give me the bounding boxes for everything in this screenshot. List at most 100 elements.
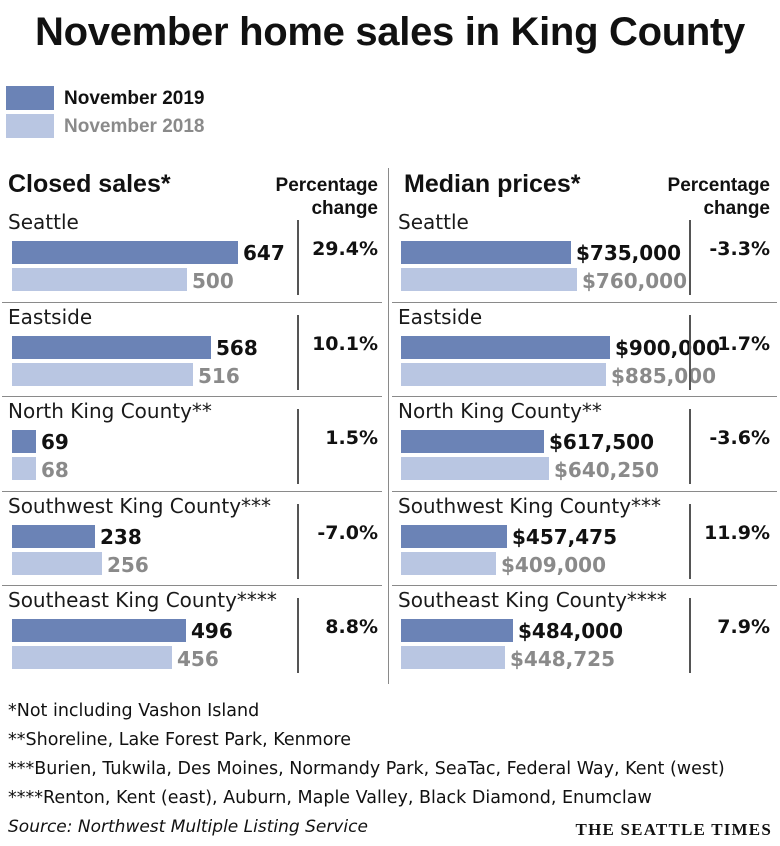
bar-2018: [401, 457, 549, 480]
row-divider: [689, 409, 691, 484]
row-divider: [297, 314, 299, 390]
row-separator: [2, 585, 382, 586]
closed-sales-panel: Closed sales* Percentage change Seattle 6…: [0, 168, 385, 688]
pct-header-line2: change: [311, 198, 378, 219]
value-label-2018: $640,250: [554, 458, 660, 482]
region-name: North King County**: [398, 399, 602, 423]
region-name: Southwest King County***: [398, 493, 662, 518]
brand-logo: THE SEATTLE TIMES: [575, 820, 772, 839]
row-separator: [2, 301, 382, 303]
prices-region-row: North King County** $617,500 $640,250 -3.6%: [392, 399, 777, 493]
region-name: Southeast King County****: [398, 588, 667, 612]
value-label-2018: $409,000: [501, 552, 607, 577]
bar-2019: [12, 335, 211, 359]
prices-region-row: Eastside $900,000 $885,000 1.7%: [392, 305, 777, 399]
chart-title: November home sales in King County: [35, 10, 745, 54]
percent-change: 1.7%: [717, 332, 770, 355]
value-label-2019: $900,000: [615, 335, 721, 360]
value-label-2018: $760,000: [582, 269, 688, 293]
percent-change: 10.1%: [312, 332, 378, 355]
percent-change: 11.9%: [704, 521, 770, 544]
value-label-2018: 500: [192, 269, 234, 293]
row-separator: [392, 301, 777, 303]
value-label-2019: 568: [216, 335, 258, 360]
value-label-2018: 256: [107, 552, 149, 577]
legend-swatch-2018: [6, 114, 54, 138]
row-divider: [297, 503, 299, 579]
row-separator: [2, 396, 382, 397]
source-note: Source: Northwest Multiple Listing Servi…: [8, 817, 368, 837]
percent-change: 29.4%: [312, 238, 378, 260]
legend-swatch-2019: [6, 86, 54, 110]
panel-divider: [388, 168, 389, 684]
value-label-2018: $885,000: [611, 363, 717, 388]
row-divider: [689, 503, 691, 579]
percent-change: -7.0%: [317, 521, 378, 544]
bar-2019: [401, 335, 610, 359]
value-label-2018: $448,725: [510, 647, 616, 671]
pct-header-line1: Percentage: [275, 175, 378, 196]
bar-2018: [12, 646, 172, 669]
bar-2018: [12, 551, 102, 575]
bar-2018: [401, 362, 606, 386]
region-name: Seattle: [398, 210, 469, 234]
bar-2018: [12, 362, 193, 386]
bar-2018: [12, 457, 36, 480]
bar-2019: [401, 241, 571, 264]
percent-change: 1.5%: [325, 427, 378, 449]
row-divider: [297, 220, 299, 295]
value-label-2019: $735,000: [576, 241, 682, 265]
row-divider: [297, 598, 299, 673]
bar-2018: [401, 268, 577, 291]
bar-2018: [401, 551, 496, 575]
closed-sales-title: Closed sales*: [8, 170, 171, 198]
median-prices-pct-header: Percentage change: [630, 174, 770, 220]
value-label-2019: 647: [243, 241, 285, 265]
bar-2019: [401, 524, 507, 548]
bar-2019: [401, 619, 513, 642]
footnote-3: ***Burien, Tukwila, Des Moines, Normandy…: [8, 759, 725, 779]
prices-region-row: Seattle $735,000 $760,000 -3.3%: [392, 210, 777, 304]
row-divider: [689, 598, 691, 673]
row-separator: [2, 490, 382, 492]
percent-change: 7.9%: [717, 616, 770, 638]
sales-region-row: Eastside 568 516 10.1%: [0, 305, 385, 399]
region-name: Eastside: [398, 304, 483, 329]
value-label-2019: $457,475: [512, 524, 618, 549]
footnote-4: ****Renton, Kent (east), Auburn, Maple V…: [8, 788, 652, 808]
value-label-2019: 238: [100, 524, 142, 549]
value-label-2019: $617,500: [549, 430, 655, 454]
sales-region-row: Seattle 647 500 29.4%: [0, 210, 385, 304]
region-name: Southeast King County****: [8, 588, 277, 612]
value-label-2019: 496: [191, 619, 233, 643]
value-label-2019: 69: [41, 430, 69, 454]
footnote-1: *Not including Vashon Island: [8, 701, 260, 721]
percent-change: -3.6%: [709, 427, 770, 449]
legend-label-2018: November 2018: [64, 116, 205, 137]
percent-change: -3.3%: [709, 238, 770, 260]
region-name: Seattle: [8, 210, 79, 234]
footnotes: *Not including Vashon Island **Shoreline…: [8, 697, 725, 813]
closed-sales-pct-header: Percentage change: [238, 174, 378, 220]
pct-header-line2: change: [703, 198, 770, 219]
bar-2019: [12, 524, 95, 548]
sales-region-row: Southwest King County*** 238 256 -7.0%: [0, 494, 385, 588]
median-prices-title: Median prices*: [404, 170, 581, 198]
row-separator: [392, 490, 777, 492]
bar-2018: [12, 268, 187, 291]
row-separator: [392, 396, 777, 397]
bar-2019: [12, 241, 238, 264]
sales-region-row: Southeast King County**** 496 456 8.8%: [0, 588, 385, 682]
percent-change: 8.8%: [325, 616, 378, 638]
prices-region-row: Southeast King County**** $484,000 $448,72…: [392, 588, 777, 682]
row-divider: [689, 314, 691, 390]
median-prices-panel: Median prices* Percentage change Seattle…: [392, 168, 777, 688]
bar-2019: [401, 430, 544, 453]
value-label-2019: $484,000: [518, 619, 624, 643]
row-separator: [392, 585, 777, 586]
pct-header-line1: Percentage: [667, 175, 770, 196]
footnote-2: **Shoreline, Lake Forest Park, Kenmore: [8, 730, 352, 750]
legend-label-2019: November 2019: [64, 88, 205, 109]
bar-2019: [12, 619, 186, 642]
bar-2018: [401, 646, 505, 669]
